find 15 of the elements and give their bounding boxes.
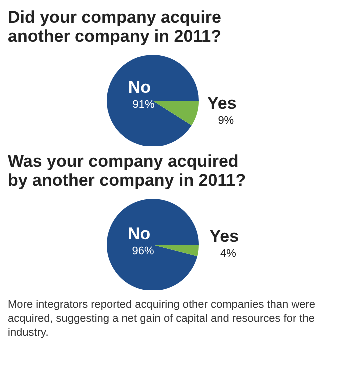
- data-label: 96%: [132, 245, 155, 258]
- data-label: 4%: [220, 248, 237, 260]
- chart-title: Did your company acquire another company in 2011?: [8, 8, 223, 46]
- data-label: 9%: [218, 115, 234, 128]
- slice-label: No: [128, 78, 152, 98]
- slice-label: Yes: [207, 94, 237, 114]
- chart-title: Was your company acquired by another company in 2011?: [8, 152, 248, 190]
- data-label: 91%: [132, 99, 155, 112]
- pie-slice: [153, 101, 199, 126]
- pie-slice: [107, 199, 199, 290]
- pie-slice: [107, 55, 199, 146]
- slice-label: Yes: [210, 227, 240, 246]
- text: More integrators reported acquiring other companies than were acquired, suggesting a net gain of capital and resources for the industry.: [8, 298, 317, 340]
- pie-slice: [153, 245, 199, 256]
- slice-label: No: [128, 224, 151, 244]
